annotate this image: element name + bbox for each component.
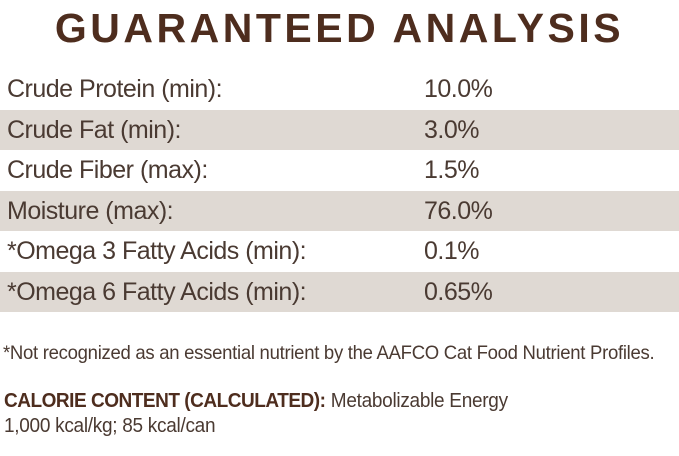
nutrient-value: 0.1% (424, 237, 479, 265)
nutrient-value: 1.5% (424, 156, 479, 184)
calorie-values-line: 1,000 kcal/kg; 85 kcal/can (4, 414, 679, 439)
table-row-omega-6: *Omega 6 Fatty Acids (min): 0.65% (0, 271, 679, 312)
nutrient-label: *Omega 6 Fatty Acids (min): (7, 277, 307, 306)
nutrient-label: Moisture (max): (7, 196, 174, 225)
page-title: GUARANTEED ANALYSIS (54, 5, 625, 51)
nutrient-label: Crude Protein (min): (7, 75, 223, 103)
calorie-content-heading-line: CALORIE CONTENT (CALCULATED): Metaboliza… (4, 389, 679, 414)
aafco-footnote: *Not recognized as an essential nutrient… (0, 341, 679, 365)
nutrient-label: Crude Fat (min): (7, 115, 181, 144)
guaranteed-analysis-label: GUARANTEED ANALYSIS Crude Protein (min):… (0, 5, 679, 456)
nutrient-label: *Omega 3 Fatty Acids (min): (7, 237, 307, 265)
nutrient-label: Crude Fiber (max): (7, 156, 208, 184)
analysis-table: Crude Protein (min): 10.0% Crude Fat (mi… (0, 69, 679, 312)
nutrient-value: 3.0% (424, 115, 479, 144)
calorie-content-heading: CALORIE CONTENT (CALCULATED): (4, 390, 326, 412)
table-row-crude-fiber: Crude Fiber (max): 1.5% (0, 150, 679, 191)
table-row-moisture: Moisture (max): 76.0% (0, 190, 679, 231)
table-row-crude-fat: Crude Fat (min): 3.0% (0, 109, 679, 150)
nutrient-value: 76.0% (424, 196, 493, 225)
table-row-crude-protein: Crude Protein (min): 10.0% (0, 69, 679, 110)
nutrient-value: 0.65% (424, 277, 493, 306)
aafco-footnote-text: *Not recognized as an essential nutrient… (3, 342, 655, 364)
calorie-content-section: CALORIE CONTENT (CALCULATED): Metaboliza… (0, 389, 679, 439)
calorie-content-description: Metabolizable Energy (330, 390, 508, 412)
table-row-omega-3: *Omega 3 Fatty Acids (min): 0.1% (0, 231, 679, 272)
calorie-values-text: 1,000 kcal/kg; 85 kcal/can (4, 415, 216, 437)
nutrient-value: 10.0% (424, 75, 493, 103)
